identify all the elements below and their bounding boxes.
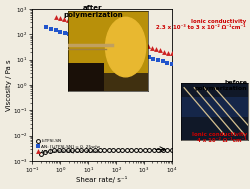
X-axis label: Shear rate/ s⁻¹: Shear rate/ s⁻¹ xyxy=(76,177,127,184)
Text: before
polymerization: before polymerization xyxy=(194,80,246,91)
Ellipse shape xyxy=(105,17,145,77)
Y-axis label: Viscosity / Pa s: Viscosity / Pa s xyxy=(6,59,12,111)
Bar xyxy=(68,73,148,91)
Legend: LiTFSI-SN, AN: [LiTFSI-SN] = 0. 25w/w, AN: [LiTFSI-SN] = 0. 31w/w: LiTFSI-SN, AN: [LiTFSI-SN] = 0. 25w/w, A… xyxy=(36,139,100,154)
Text: after
polymerization: after polymerization xyxy=(63,5,122,18)
Text: Ionic conductivity
2.3 x 10⁻³ to 3 x 10⁻² Ω⁻¹cm⁻¹: Ionic conductivity 2.3 x 10⁻³ to 3 x 10⁻… xyxy=(156,19,245,30)
Text: Ionic conductivity
4 x 10⁻² Ω⁻¹cm⁻¹: Ionic conductivity 4 x 10⁻² Ω⁻¹cm⁻¹ xyxy=(191,132,246,143)
Bar xyxy=(68,63,104,91)
Bar xyxy=(180,97,248,117)
